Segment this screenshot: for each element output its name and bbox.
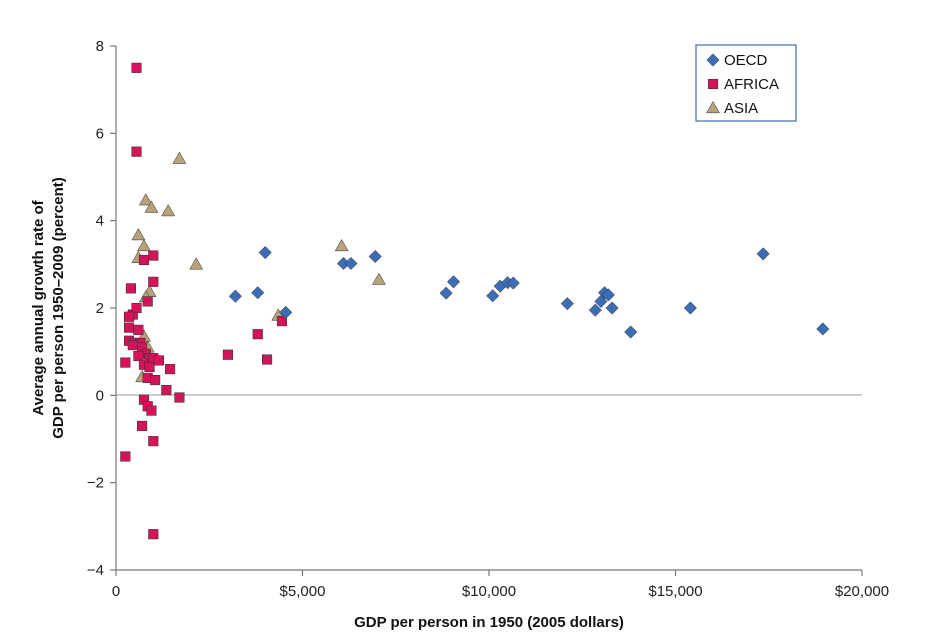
- africa-point: [276, 316, 288, 327]
- y-ticks: −4 −2 0 2 4 6 8: [87, 38, 116, 579]
- x-axis-title: GDP per person in 1950 (2005 dollars): [354, 614, 624, 631]
- legend: OECD AFRICA ASIA: [695, 44, 797, 122]
- africa-point: [262, 354, 273, 365]
- africa-point: [127, 340, 138, 351]
- x-tick-label: 0: [112, 583, 120, 600]
- asia-point: [144, 200, 159, 213]
- x-tick-label: $5,000: [280, 583, 326, 600]
- africa-point: [131, 146, 142, 157]
- y-tick-label: 2: [96, 300, 104, 317]
- africa-point: [150, 375, 161, 386]
- axes: [115, 46, 862, 571]
- legend-label-africa: AFRICA: [724, 76, 779, 93]
- africa-point: [146, 405, 157, 416]
- legend-marker-oecd: [706, 53, 720, 67]
- y-tick-label: −2: [87, 475, 104, 492]
- y-axis-title: Average annual growth rate of GDP per pe…: [30, 177, 67, 439]
- legend-marker-asia: [706, 100, 720, 114]
- africa-point: [148, 529, 159, 540]
- oecd-point: [605, 301, 619, 315]
- asia-point: [137, 238, 151, 252]
- y-tick-label: 6: [96, 125, 104, 142]
- africa-point: [153, 355, 164, 366]
- oecd-point: [344, 256, 358, 271]
- africa-point: [133, 324, 144, 335]
- oecd-point: [447, 275, 461, 289]
- africa-point: [252, 329, 263, 340]
- asia-point: [189, 257, 204, 270]
- africa-point: [133, 350, 144, 362]
- asia-point: [161, 204, 176, 217]
- africa-point: [137, 420, 148, 431]
- oecd-point: [683, 301, 697, 315]
- data-points: [120, 62, 830, 540]
- y-axis-title-line-2: GDP per person 1950–2009 (percent): [50, 177, 67, 439]
- legend-label-asia: ASIA: [724, 100, 758, 117]
- y-tick-label: 4: [96, 213, 104, 230]
- africa-point: [148, 250, 159, 261]
- y-tick-label: −4: [87, 562, 104, 579]
- africa-point: [144, 361, 155, 372]
- africa-point: [138, 254, 150, 266]
- africa-point: [148, 276, 159, 287]
- x-tick-label: $10,000: [462, 583, 516, 600]
- africa-point: [222, 349, 233, 360]
- oecd-point: [624, 325, 638, 339]
- x-ticks: 0 $5,000 $10,000 $15,000 $20,000: [112, 570, 889, 600]
- x-tick-label: $20,000: [835, 583, 889, 600]
- legend-label-oecd: OECD: [724, 52, 768, 69]
- asia-point: [172, 151, 187, 164]
- africa-point: [148, 436, 159, 447]
- asia-point: [372, 272, 386, 285]
- y-tick-label: 0: [96, 387, 104, 404]
- x-tick-label: $15,000: [648, 583, 702, 600]
- oecd-point: [560, 297, 574, 311]
- asia-point: [334, 238, 349, 252]
- africa-point: [174, 392, 185, 403]
- asia-point: [138, 193, 153, 206]
- y-axis-title-line-1: Average annual growth rate of: [30, 199, 47, 415]
- legend-marker-africa: [707, 78, 719, 90]
- africa-point: [165, 364, 176, 375]
- africa-point: [131, 62, 142, 73]
- africa-point: [124, 311, 135, 322]
- oecd-point: [439, 286, 453, 300]
- oecd-point: [601, 288, 615, 302]
- oecd-point: [258, 245, 272, 260]
- oecd-point: [506, 276, 520, 290]
- africa-point: [125, 283, 136, 294]
- africa-point: [161, 385, 172, 396]
- oecd-point: [588, 303, 602, 317]
- oecd-point: [368, 249, 382, 264]
- africa-point: [120, 451, 131, 462]
- oecd-point: [486, 289, 500, 303]
- oecd-point: [228, 289, 242, 303]
- y-tick-label: 8: [96, 38, 104, 55]
- asia-point: [131, 228, 146, 241]
- oecd-point: [756, 247, 770, 261]
- oecd-point: [279, 305, 293, 319]
- africa-point: [131, 302, 142, 314]
- africa-point: [120, 357, 131, 368]
- oecd-point: [816, 322, 830, 336]
- africa-point: [142, 296, 153, 307]
- africa-point: [124, 322, 135, 333]
- oecd-point: [251, 286, 265, 300]
